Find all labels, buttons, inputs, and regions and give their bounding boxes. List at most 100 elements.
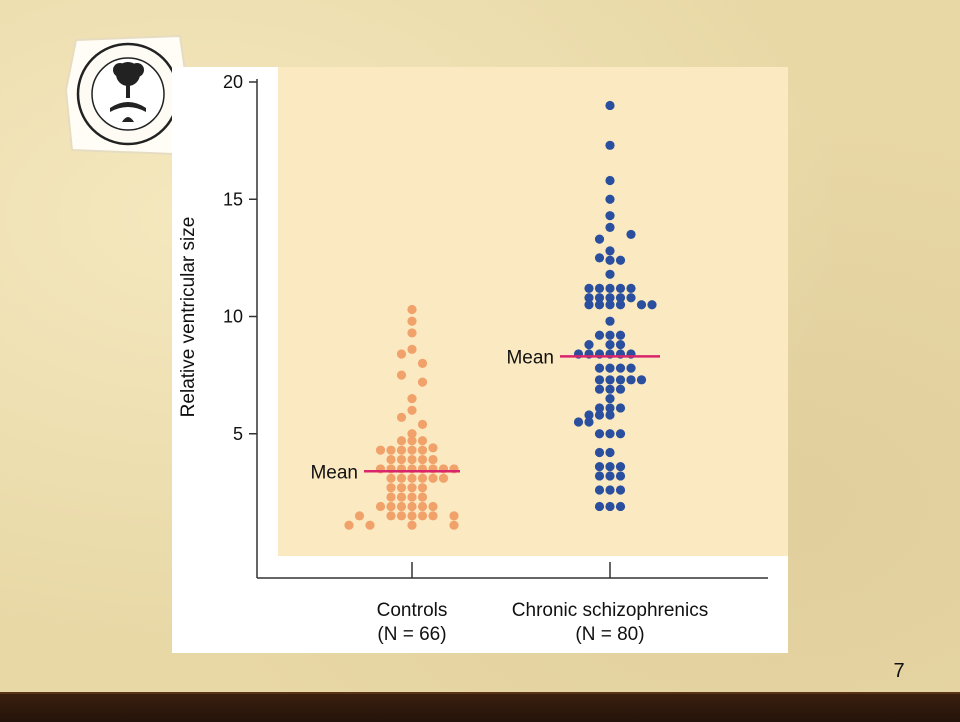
data-point [407,328,417,338]
data-point [396,370,407,380]
data-point [605,410,615,420]
data-point [626,375,636,385]
data-point [594,429,605,439]
data-point [407,344,417,354]
data-point [605,175,615,186]
data-point [594,293,605,303]
data-point [428,454,438,465]
data-point [407,445,417,455]
data-point [573,417,584,427]
data-point [594,375,605,385]
data-point [354,511,365,521]
data-point [605,100,615,111]
data-point [605,471,615,481]
data-point [594,330,605,340]
data-point [605,485,615,495]
data-point [605,255,615,265]
mean-label: Mean [310,462,358,483]
data-point [417,454,428,465]
y-axis-label: Relative ventricular size [178,217,199,418]
data-point [584,340,594,350]
data-point [615,255,626,265]
data-point [615,340,626,350]
data-point [605,429,615,439]
data-point [396,412,407,422]
x-category-label: Controls [377,600,448,621]
data-point [594,253,605,263]
data-point [396,483,407,493]
data-point [407,473,417,483]
data-point [636,300,647,310]
data-point [605,363,615,373]
data-point [594,447,605,458]
data-point [605,269,615,279]
data-point [386,483,396,493]
data-point [449,511,459,521]
data-point [615,330,626,340]
data-point [386,454,396,465]
y-tick-label: 10 [223,307,243,327]
chart-panel: 5 10 15 20 Relative ventricular size Contro… [172,67,788,653]
data-point [605,140,615,150]
data-point [594,501,605,512]
data-point [344,520,354,530]
data-point [594,283,605,293]
plot-area [278,67,788,556]
data-point [605,447,615,458]
data-point [396,473,407,483]
data-point [594,471,605,481]
data-point [605,501,615,512]
data-point [615,375,626,385]
data-point [615,403,626,413]
data-point [386,445,396,455]
data-point [375,501,386,512]
data-point [449,520,459,530]
data-point [417,445,428,455]
data-point [396,492,407,502]
y-tick-label: 20 [223,72,243,92]
mean-label: Mean [506,347,554,368]
data-point [605,340,615,350]
data-point [396,349,407,359]
data-point [417,473,428,483]
data-point [396,454,407,465]
data-point [605,316,615,326]
x-category-label: (N = 66) [377,624,446,645]
dot-plot-chart: 5 10 15 20 Relative ventricular size Contro… [178,67,788,645]
data-point [417,377,428,387]
data-point [605,211,615,221]
data-point [407,454,417,465]
data-point [428,501,438,512]
data-point [605,283,615,293]
data-point [647,300,657,310]
data-point [626,283,636,293]
data-point [365,520,375,530]
data-point [428,443,438,453]
series-schizophrenics [573,100,657,512]
data-point [407,511,417,521]
data-point [605,300,615,310]
data-point [386,501,396,512]
data-point [615,501,626,512]
data-point [626,363,636,373]
data-point [605,375,615,385]
slide-number: 7 [893,660,905,682]
data-point [605,403,615,413]
data-point [417,511,428,521]
data-point [584,300,594,310]
data-point [615,461,626,472]
data-point [417,492,428,502]
y-tick-label: 15 [223,189,243,209]
data-point [396,501,407,512]
data-point [615,471,626,481]
data-point [605,461,615,472]
data-point [417,501,428,512]
data-point [386,473,396,483]
data-point [615,283,626,293]
data-point [584,293,594,303]
data-point [417,483,428,493]
university-seal-logo [64,34,190,156]
data-point [417,436,428,446]
data-point [396,436,407,446]
data-point [615,485,626,495]
